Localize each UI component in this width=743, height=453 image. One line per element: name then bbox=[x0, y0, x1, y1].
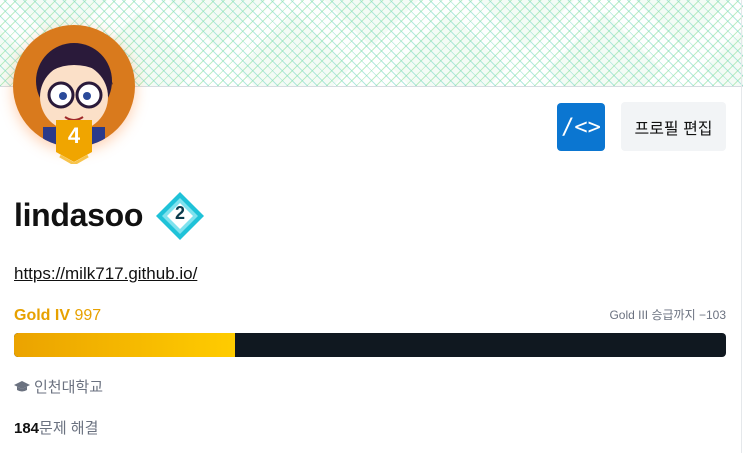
tier-badge-number: 4 bbox=[67, 123, 81, 148]
school-name: 인천대학교 bbox=[34, 379, 104, 396]
code-button[interactable]: /<> bbox=[557, 103, 605, 151]
tier-badge: 4 bbox=[56, 120, 92, 164]
rating-progress-bar bbox=[14, 333, 726, 357]
edit-profile-button[interactable]: 프로필 편집 bbox=[621, 102, 726, 151]
school-info: 인천대학교 bbox=[14, 376, 103, 397]
solved-label: 문제 해결 bbox=[39, 420, 99, 437]
rating: Gold IV 997 bbox=[14, 307, 101, 325]
graduation-cap-icon bbox=[14, 380, 30, 391]
rating-value: 997 bbox=[74, 307, 102, 324]
homepage-link[interactable]: https://milk717.github.io/ bbox=[14, 264, 198, 283]
page-edge bbox=[741, 0, 742, 453]
class-badge: 2 bbox=[155, 191, 205, 241]
class-badge-number: 2 bbox=[174, 203, 185, 223]
rating-progress-fill bbox=[14, 333, 235, 357]
solved-count: 184 bbox=[14, 420, 40, 437]
tier-name: Gold IV bbox=[14, 307, 70, 324]
next-tier-info: Gold III 승급까지 −103 bbox=[609, 308, 726, 322]
solved-info: 184문제 해결 bbox=[14, 417, 98, 438]
code-icon: /<> bbox=[561, 114, 601, 140]
username: lindasoo bbox=[14, 197, 144, 233]
